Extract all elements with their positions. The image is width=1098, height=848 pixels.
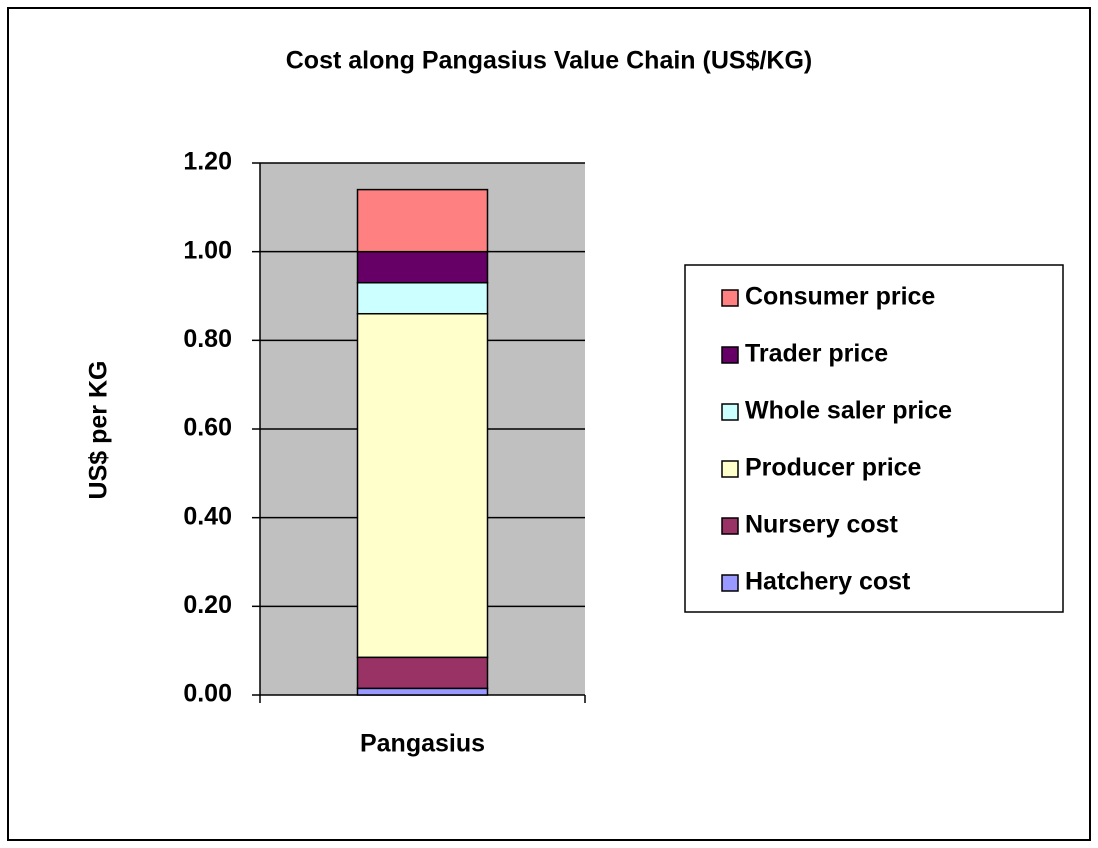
legend-label: Hatchery cost [745,568,911,596]
legend-swatch [721,574,739,592]
bar-segment [356,250,489,284]
legend-label: Producer price [745,454,922,482]
bar-segment [356,281,489,315]
y-tick-label: 0.80 [183,325,232,353]
y-tick-label: 0.00 [183,680,232,708]
legend-label: Nursery cost [745,511,899,539]
legend-label: Whole saler price [745,397,952,425]
legend-swatch [721,517,739,535]
legend-label: Trader price [745,340,888,368]
bar-segment [356,188,489,253]
legend-swatch [721,403,739,421]
bar-segment [356,687,489,696]
legend-label: Consumer price [745,283,935,311]
y-tick-label: 1.20 [183,148,232,176]
y-tick-label: 1.00 [183,236,232,264]
y-tick-label: 0.20 [183,591,232,619]
y-tick-label: 0.60 [183,414,232,442]
y-tick-label: 0.40 [183,502,232,530]
legend-swatch [721,289,739,307]
chart-title: Cost along Pangasius Value Chain (US$/KG… [286,47,813,75]
legend-swatch [721,346,739,364]
x-tick-label: Pangasius [360,730,485,758]
y-axis-label: US$ per KG [85,361,113,500]
bar-segment [356,312,489,659]
legend [684,264,1064,613]
legend-swatch [721,460,739,478]
bar-segment [356,656,489,690]
